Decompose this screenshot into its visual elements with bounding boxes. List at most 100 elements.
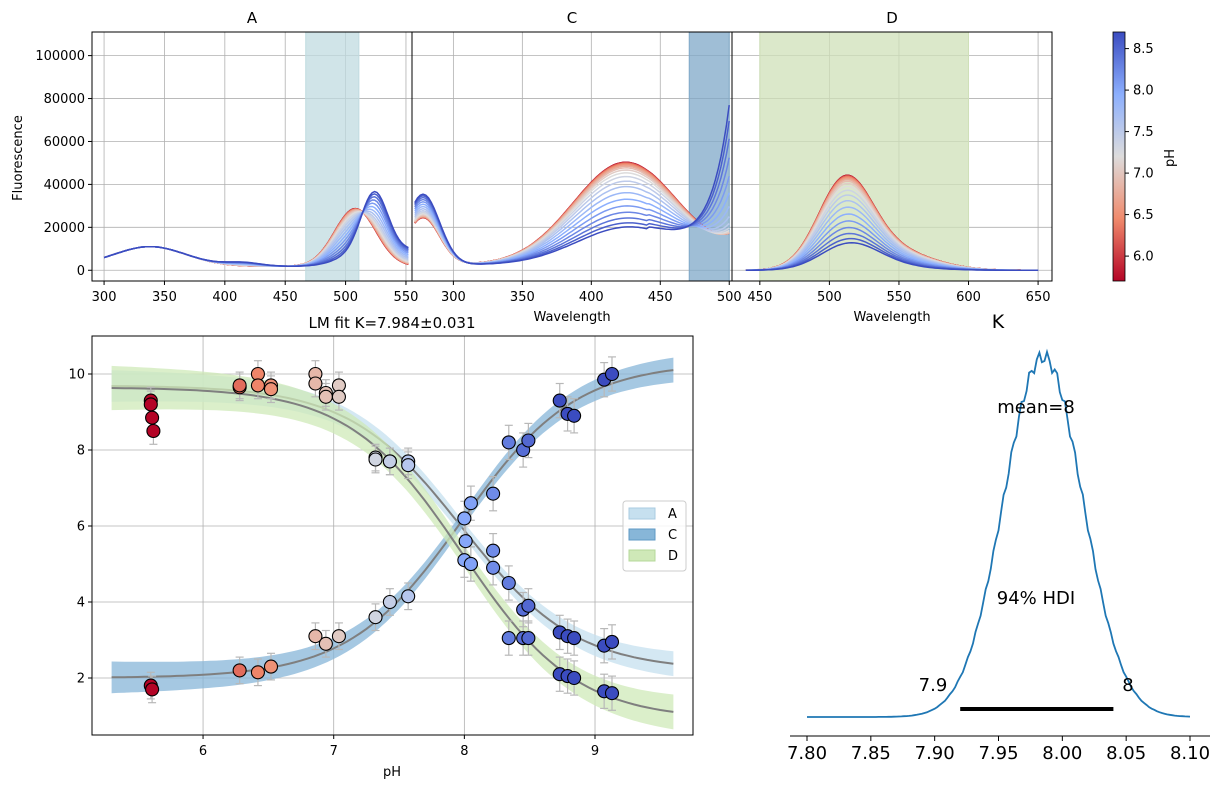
y-tick-label: 0 — [77, 264, 85, 279]
colorbar: 6.0 6.5 7.0 7.5 8.0 8.5 pH — [1112, 31, 1178, 282]
data-point-c — [552, 393, 567, 408]
legend-label-a: A — [668, 507, 677, 522]
data-point-c — [486, 486, 501, 501]
data-point-a — [567, 631, 582, 646]
colorbar-tick-label: 8.0 — [1133, 84, 1154, 99]
colorbar-gradient — [1112, 31, 1126, 282]
pA-spectrum-line — [103, 211, 409, 267]
pA-spectrum-line — [103, 208, 409, 267]
panel-a-title: A — [247, 9, 258, 27]
fit-line-a — [111, 385, 674, 665]
data-point-d — [567, 670, 582, 686]
data-point-a — [501, 575, 516, 591]
posterior-xtick-label: 8.00 — [1042, 743, 1082, 764]
posterior-xtick-label: 7.85 — [851, 743, 891, 764]
pD-highlight-band — [759, 32, 970, 281]
colorbar-tick-label: 7.0 — [1133, 167, 1154, 182]
pA-spectrum-line — [103, 207, 409, 268]
colorbar-label: pH — [1163, 149, 1178, 167]
pA-spectrum-line — [103, 210, 409, 267]
y-tick-label: 100000 — [35, 49, 85, 64]
pD-xtick-label: 600 — [956, 290, 981, 305]
fit-title: LM fit K=7.984±0.031 — [308, 314, 475, 332]
posterior-xtick-label: 7.80 — [787, 743, 827, 764]
data-point-d — [143, 397, 158, 412]
data-point-c — [368, 610, 383, 625]
data-point-d — [263, 382, 279, 397]
pA-xtick-label: 500 — [333, 290, 358, 305]
y-tick-label: 20000 — [44, 221, 85, 236]
fit-ytick-label: 6 — [77, 520, 85, 535]
y-tick-label: 40000 — [44, 178, 85, 193]
pA-spectrum-line — [103, 207, 409, 268]
data-point-d — [604, 686, 620, 701]
fit-xtick-label: 6 — [199, 744, 207, 759]
fit-xlabel: pH — [383, 765, 401, 780]
pA-xtick-label: 350 — [152, 290, 177, 305]
panel-d-title: D — [886, 9, 898, 27]
posterior-curve — [807, 348, 1191, 718]
panel-c: 300 350 400 450 500 C Wavelength — [411, 9, 742, 325]
pA-spectrum-line — [103, 193, 409, 267]
pA-spectrum-line — [103, 208, 409, 268]
posterior-panel: 7.80 7.85 7.90 7.95 8.00 8.05 8.10 K mean=8 94… — [787, 311, 1210, 764]
fit-ytick-label: 10 — [68, 368, 85, 383]
y-axis-label: Fluorescence — [11, 115, 26, 201]
data-point-d — [501, 631, 516, 646]
data-point-c — [521, 433, 536, 448]
panel-c-xlabel: Wavelength — [533, 310, 610, 325]
hdi-low-label: 7.9 — [919, 675, 948, 696]
fit-xtick-label: 9 — [591, 744, 599, 759]
data-point-d — [382, 454, 397, 469]
data-point-a — [521, 598, 536, 613]
pA-spectrum-line — [103, 211, 409, 267]
colorbar-tick-label: 6.0 — [1133, 250, 1154, 265]
data-point-c — [463, 496, 478, 511]
pC-xtick-label: 450 — [648, 290, 673, 305]
data-point-c — [318, 636, 333, 651]
posterior-xtick-label: 7.95 — [978, 743, 1018, 764]
posterior-title: K — [992, 311, 1005, 333]
pC-xtick-label: 300 — [441, 290, 466, 305]
fit-xtick-label: 8 — [460, 744, 468, 759]
pD-xtick-label: 650 — [1026, 290, 1051, 305]
posterior-xtick-label: 8.10 — [1170, 743, 1210, 764]
pC-spectrum-line — [414, 138, 730, 265]
fit-panel: 6 7 8 9 2 4 6 8 10 LM fit K=7.984±0.031 pH A C … — [68, 314, 694, 780]
pA-spectrum-line — [103, 208, 409, 268]
data-point-d — [486, 543, 501, 558]
data-point-c — [308, 629, 323, 644]
data-point-c — [232, 663, 247, 678]
pC-spectrum-line — [414, 104, 730, 265]
legend-swatch-d — [628, 549, 656, 562]
data-point-a — [458, 534, 473, 549]
mean-annotation: mean=8 — [997, 397, 1075, 418]
data-point-d — [308, 376, 323, 391]
data-point-d — [232, 378, 247, 393]
fit-panel-frame — [91, 335, 694, 736]
pD-spectrum-line — [745, 241, 1039, 272]
pA-xtick-label: 450 — [273, 290, 298, 305]
colorbar-tick-label: 6.5 — [1133, 208, 1154, 223]
data-point-d — [250, 378, 265, 393]
posterior-xtick-label: 7.90 — [915, 743, 955, 764]
pC-spectrum-line — [414, 172, 730, 264]
data-point-c — [250, 665, 265, 680]
data-point-a — [604, 634, 620, 649]
legend-swatch-a — [628, 507, 656, 520]
y-tick-label: 60000 — [44, 135, 85, 150]
fit-line-c — [111, 369, 674, 679]
data-point-c — [501, 435, 516, 450]
panel-a: 300 350 400 450 500 550 0 20000 40000 60000 80000… — [11, 9, 418, 305]
pA-spectrum-line — [103, 210, 409, 267]
pA-spectrum-line — [103, 209, 409, 268]
pA-xtick-label: 550 — [394, 290, 419, 305]
fit-xtick-label: 7 — [330, 744, 338, 759]
colorbar-tick-label: 7.5 — [1133, 125, 1154, 140]
data-point-d — [331, 389, 346, 404]
data-point-c — [401, 589, 416, 604]
panel-a-frame — [91, 31, 413, 282]
data-point-d — [145, 410, 160, 425]
data-point-c — [145, 682, 160, 697]
